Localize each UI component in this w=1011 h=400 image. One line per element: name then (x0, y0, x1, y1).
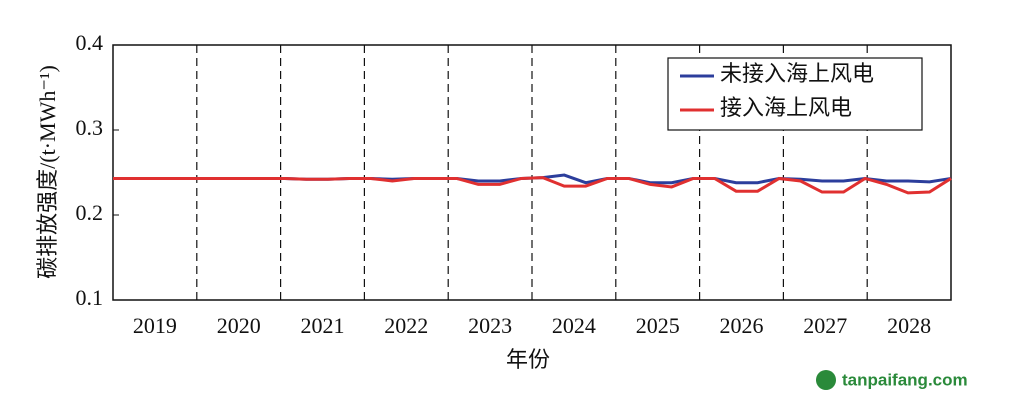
y-tick-label: 0.4 (76, 30, 104, 55)
watermark: tanpaifang.com (842, 370, 968, 389)
x-tick-label: 2019 (133, 313, 177, 338)
watermark-icon (816, 370, 836, 390)
y-tick-label: 0.2 (76, 200, 104, 225)
legend-label: 未接入海上风电 (720, 61, 874, 86)
plot-frame (112, 44, 952, 301)
x-tick-label: 2028 (887, 313, 931, 338)
x-tick-label: 2021 (301, 313, 345, 338)
x-tick-label: 2023 (468, 313, 512, 338)
x-axis-label: 年份 (506, 347, 550, 372)
y-axis-label: 碳排放强度/(t·MWh⁻¹) (35, 65, 60, 279)
x-tick-label: 2027 (803, 313, 847, 338)
x-tick-label: 2024 (552, 313, 596, 338)
legend-box (667, 57, 923, 131)
x-tick-label: 2020 (217, 313, 261, 338)
legend-label: 接入海上风电 (720, 95, 852, 120)
x-tick-label: 2025 (636, 313, 680, 338)
x-tick-label: 2022 (384, 313, 428, 338)
y-tick-label: 0.1 (76, 285, 104, 310)
series-line (113, 176, 952, 195)
y-tick-label: 0.3 (76, 115, 104, 140)
x-tick-label: 2026 (720, 313, 764, 338)
